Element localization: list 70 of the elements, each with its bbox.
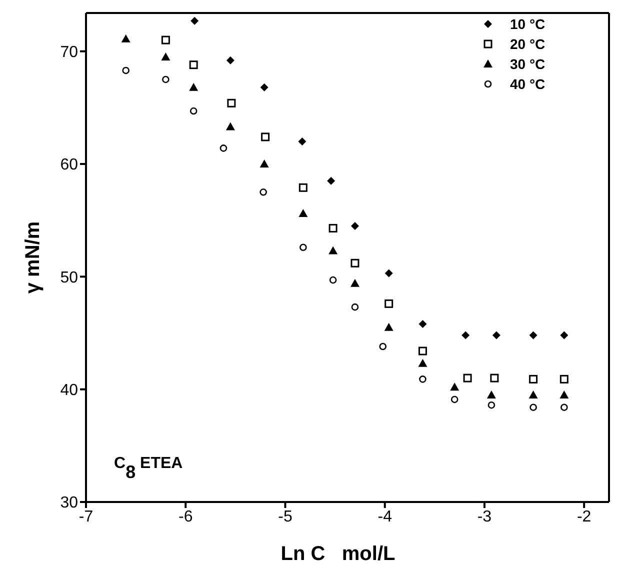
point bbox=[530, 404, 537, 412]
y-tick-label: 60 bbox=[60, 156, 78, 174]
y-tick-label: 30 bbox=[60, 494, 78, 512]
point bbox=[488, 401, 496, 409]
point bbox=[529, 331, 538, 340]
point bbox=[328, 246, 338, 254]
legend-label: 10 °C bbox=[510, 16, 546, 32]
y-tick-label: 70 bbox=[60, 44, 78, 61]
point bbox=[418, 320, 427, 328]
point bbox=[560, 404, 568, 412]
point bbox=[189, 60, 198, 70]
point bbox=[298, 137, 306, 146]
point bbox=[490, 374, 499, 382]
y-axis-title: γ mN/m bbox=[22, 221, 44, 294]
legend-label: 30 °C bbox=[510, 56, 546, 72]
point bbox=[260, 159, 269, 168]
point bbox=[300, 244, 307, 252]
legend-label: 40 °C bbox=[510, 76, 546, 92]
point bbox=[227, 98, 236, 108]
x-tick-label: -5 bbox=[278, 508, 292, 526]
point bbox=[226, 56, 234, 64]
point bbox=[560, 390, 569, 398]
point bbox=[450, 382, 460, 391]
point bbox=[418, 346, 427, 356]
point bbox=[463, 374, 472, 382]
point bbox=[162, 76, 170, 84]
point bbox=[528, 390, 538, 398]
y-tick-label: 40 bbox=[60, 382, 78, 400]
y-tick-label: 50 bbox=[60, 269, 78, 286]
point bbox=[350, 278, 360, 287]
point bbox=[122, 66, 130, 74]
point bbox=[298, 183, 308, 192]
point bbox=[560, 374, 568, 384]
point bbox=[260, 83, 268, 92]
point bbox=[350, 222, 359, 230]
x-tick-label: -3 bbox=[477, 508, 492, 526]
point bbox=[189, 82, 198, 91]
point bbox=[529, 374, 538, 384]
x-tick-label: -4 bbox=[378, 508, 392, 526]
point bbox=[450, 396, 458, 404]
point bbox=[226, 122, 235, 130]
point bbox=[379, 342, 387, 350]
point bbox=[190, 16, 199, 25]
point bbox=[328, 224, 338, 232]
point bbox=[327, 176, 336, 185]
x-axis-title: Ln C mol/L bbox=[280, 543, 396, 565]
point bbox=[462, 331, 470, 340]
point bbox=[190, 107, 198, 115]
point bbox=[419, 376, 426, 383]
point bbox=[384, 269, 393, 278]
point bbox=[351, 303, 359, 311]
point bbox=[121, 34, 130, 42]
point bbox=[418, 358, 428, 367]
x-tick-label: -7 bbox=[78, 508, 94, 526]
x-tick-label: -2 bbox=[576, 508, 592, 526]
point bbox=[560, 331, 568, 340]
point bbox=[384, 322, 394, 331]
legend-label: 20 °C bbox=[510, 36, 546, 52]
point bbox=[384, 299, 394, 308]
point bbox=[350, 258, 360, 268]
point bbox=[220, 144, 228, 152]
point bbox=[260, 188, 267, 196]
point bbox=[329, 276, 337, 284]
point bbox=[486, 390, 496, 398]
point bbox=[261, 132, 270, 142]
x-tick-label: -6 bbox=[178, 508, 193, 526]
point bbox=[161, 36, 170, 44]
point bbox=[492, 331, 500, 340]
point bbox=[161, 52, 170, 60]
point bbox=[298, 209, 308, 218]
